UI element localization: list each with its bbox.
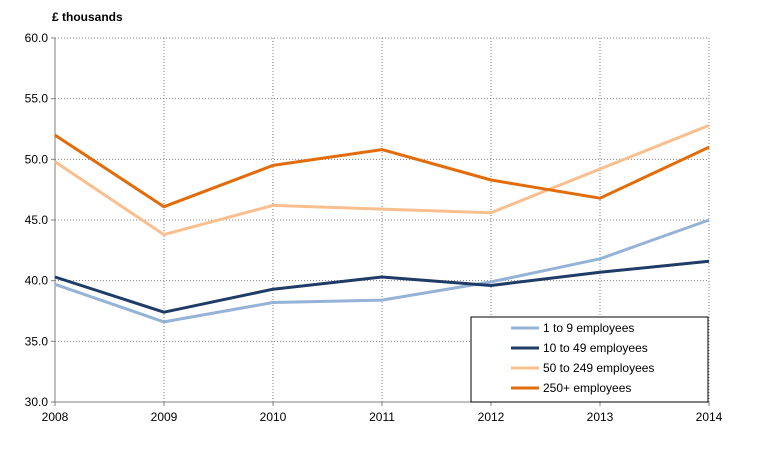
- legend-label: 250+ employees: [543, 381, 631, 395]
- x-tick-labels: 2008 2009 2010 2011 2012 2013 2014: [42, 410, 723, 424]
- y-tick-label: 50.0: [25, 152, 49, 166]
- series-lines: [54, 124, 710, 324]
- legend-box: [470, 316, 709, 403]
- series-line-3: [54, 124, 710, 237]
- y-tick-label: 40.0: [25, 274, 49, 288]
- y-tick-label: 30.0: [25, 395, 49, 409]
- y-tick-label: 60.0: [25, 31, 49, 45]
- x-tick-label: 2013: [587, 410, 614, 424]
- series-line-2: [54, 259, 710, 314]
- legend: 1 to 9 employees 10 to 49 employees 50 to …: [470, 316, 709, 403]
- x-tick-label: 2012: [478, 410, 505, 424]
- gridlines: [55, 37, 710, 402]
- y-axis-label: £ thousands: [52, 10, 123, 24]
- x-tick-label: 2010: [260, 410, 287, 424]
- legend-label: 1 to 9 employees: [543, 321, 634, 335]
- series-line-4: [54, 133, 710, 209]
- legend-label: 50 to 249 employees: [543, 361, 654, 375]
- x-tick-label: 2009: [151, 410, 178, 424]
- y-tick-label: 45.0: [25, 213, 49, 227]
- x-tick-label: 2008: [42, 410, 69, 424]
- y-tick-label: 35.0: [25, 334, 49, 348]
- x-tick-label: 2014: [696, 410, 723, 424]
- x-tick-label: 2011: [369, 410, 395, 424]
- legend-label: 10 to 49 employees: [543, 341, 648, 355]
- series-line-1: [54, 218, 710, 324]
- y-tick-labels: 60.0 55.0 50.0 45.0 40.0 35.0 30.0: [25, 31, 49, 409]
- y-tick-label: 55.0: [25, 92, 49, 106]
